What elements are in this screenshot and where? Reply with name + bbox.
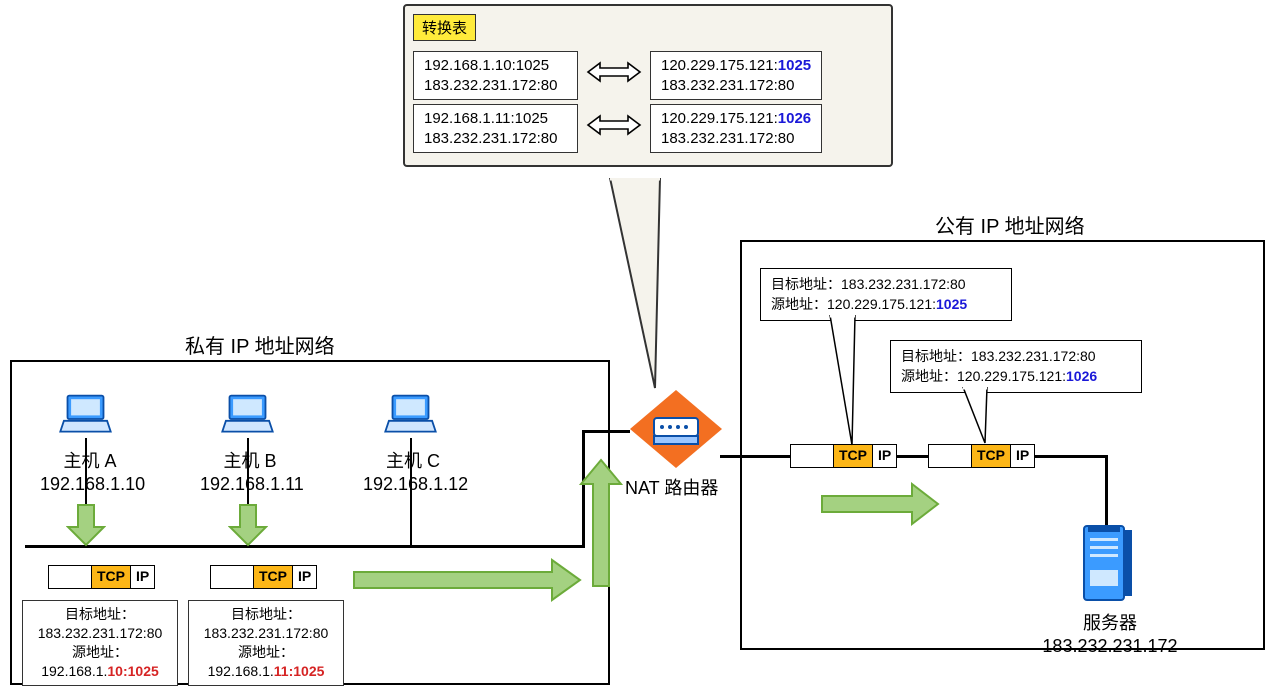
info-value: 183.232.231.172:80 <box>195 624 337 643</box>
nat-cell-text: 192.168.1.10:1025 <box>424 56 567 76</box>
info-label: 目标地址： <box>195 605 337 624</box>
packet-payload <box>791 445 833 467</box>
packet-tcp: TCP <box>253 566 293 588</box>
callout-wan-2: 目标地址：183.232.231.172:80 源地址：120.229.175.… <box>890 340 1142 393</box>
packet-payload <box>211 566 253 588</box>
packet-b-info: 目标地址： 183.232.231.172:80 源地址： 192.168.1.… <box>188 600 344 686</box>
server-icon <box>1076 520 1138 615</box>
packet-payload <box>929 445 971 467</box>
packet-wan-1: TCP IP <box>790 444 897 468</box>
nat-cell-right: 120.229.175.121:1025 183.232.231.172:80 <box>650 51 822 100</box>
callout-line: 源地址：120.229.175.121:1025 <box>771 295 1001 315</box>
link-lan-router-top <box>582 430 630 433</box>
public-net-title: 公有 IP 地址网络 <box>935 210 1085 239</box>
nat-cell-text: 183.232.231.172:80 <box>661 129 811 149</box>
bidir-arrow-icon <box>586 111 642 146</box>
info-label: 源地址： <box>29 643 171 662</box>
nat-cell-text: 192.168.1.11:1025 <box>424 109 567 129</box>
host-ip: 192.168.1.10 <box>40 473 140 496</box>
packet-ip: IP <box>873 445 896 467</box>
host-a-label: 主机 A 192.168.1.10 <box>40 450 140 497</box>
arrow-right-icon <box>352 558 582 602</box>
laptop-icon <box>383 392 438 442</box>
host-name: 主机 C <box>363 450 463 473</box>
packet-tcp: TCP <box>833 445 873 467</box>
host-ip: 192.168.1.11 <box>200 473 300 496</box>
packet-payload <box>49 566 91 588</box>
server-name: 服务器 <box>1035 612 1185 635</box>
private-net-title: 私有 IP 地址网络 <box>185 330 335 359</box>
callout-pointer-2 <box>955 387 1015 447</box>
lan-bus-line <box>25 545 585 548</box>
callout-line: 源地址：120.229.175.121:1026 <box>901 367 1131 387</box>
nat-cell-text: 183.232.231.172:80 <box>661 76 811 96</box>
info-label: 目标地址： <box>29 605 171 624</box>
callout-line: 目标地址：183.232.231.172:80 <box>901 347 1131 367</box>
nat-router-icon <box>628 388 724 475</box>
nat-table-title: 转换表 <box>413 14 476 41</box>
server-label: 服务器 183.232.231.172 <box>1035 612 1185 659</box>
laptop-icon <box>58 392 113 442</box>
laptop-icon <box>220 392 275 442</box>
packet-wan-2: TCP IP <box>928 444 1035 468</box>
host-name: 主机 A <box>40 450 140 473</box>
server-ip: 183.232.231.172 <box>1035 635 1185 658</box>
packet-ip: IP <box>293 566 316 588</box>
host-ip: 192.168.1.12 <box>363 473 463 496</box>
nat-cell-right: 120.229.175.121:1026 183.232.231.172:80 <box>650 104 822 153</box>
info-value: 192.168.1.10:1025 <box>29 662 171 681</box>
packet-ip: IP <box>131 566 154 588</box>
info-value: 192.168.1.11:1025 <box>195 662 337 681</box>
callout-line: 目标地址：183.232.231.172:80 <box>771 275 1001 295</box>
packet-tcp: TCP <box>971 445 1011 467</box>
wan-line <box>720 455 1108 458</box>
nat-row-2: 192.168.1.11:1025 183.232.231.172:80 120… <box>413 104 883 153</box>
packet-ip: IP <box>1011 445 1034 467</box>
callout-wan-1: 目标地址：183.232.231.172:80 源地址：120.229.175.… <box>760 268 1012 321</box>
info-label: 源地址： <box>195 643 337 662</box>
nat-row-1: 192.168.1.10:1025 183.232.231.172:80 120… <box>413 51 883 100</box>
nat-router-label: NAT 路由器 <box>625 474 718 500</box>
packet-a-info: 目标地址： 183.232.231.172:80 源地址： 192.168.1.… <box>22 600 178 686</box>
bidir-arrow-icon <box>586 58 642 93</box>
nat-translation-table: 转换表 192.168.1.10:1025 183.232.231.172:80… <box>403 4 893 167</box>
nat-table-pointer <box>600 178 690 398</box>
callout-pointer-1 <box>820 315 880 447</box>
arrow-down-icon <box>228 503 268 547</box>
packet-a: TCP IP <box>48 565 155 589</box>
packet-tcp: TCP <box>91 566 131 588</box>
info-value: 183.232.231.172:80 <box>29 624 171 643</box>
arrow-down-icon <box>66 503 106 547</box>
arrow-right-icon <box>820 482 940 526</box>
wan-line-v <box>1105 455 1108 525</box>
nat-cell-text: 183.232.231.172:80 <box>424 129 567 149</box>
nat-cell-text: 120.229.175.121:1025 <box>661 56 811 76</box>
host-name: 主机 B <box>200 450 300 473</box>
arrow-up-icon <box>579 458 623 588</box>
nat-cell-left: 192.168.1.10:1025 183.232.231.172:80 <box>413 51 578 100</box>
packet-b: TCP IP <box>210 565 317 589</box>
host-b-label: 主机 B 192.168.1.11 <box>200 450 300 497</box>
nat-cell-text: 120.229.175.121:1026 <box>661 109 811 129</box>
nat-cell-left: 192.168.1.11:1025 183.232.231.172:80 <box>413 104 578 153</box>
nat-cell-text: 183.232.231.172:80 <box>424 76 567 96</box>
host-c-label: 主机 C 192.168.1.12 <box>363 450 463 497</box>
